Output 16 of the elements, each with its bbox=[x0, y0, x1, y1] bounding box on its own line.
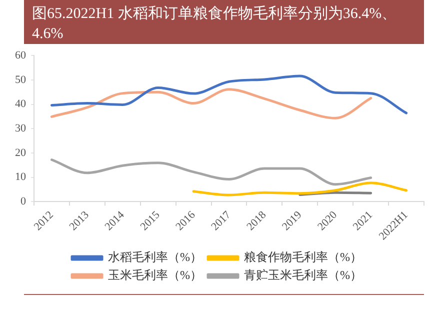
line-series bbox=[192, 182, 408, 196]
legend-label: 玉米毛利率（%） bbox=[108, 268, 202, 282]
legend-label: 粮食作物毛利率（%） bbox=[244, 250, 362, 264]
chart-title: 图65.2022H1 水稻和订单粮食作物毛利率分别为36.4%、4.6% bbox=[24, 0, 424, 44]
y-tick-label: 40 bbox=[15, 98, 26, 110]
line-series bbox=[50, 158, 372, 186]
line-series bbox=[50, 74, 408, 114]
y-tick-label: 30 bbox=[15, 122, 26, 134]
legend-label: 青贮玉米毛利率（%） bbox=[244, 268, 362, 282]
y-tick-label: 50 bbox=[15, 74, 26, 86]
y-tick-label: 20 bbox=[15, 146, 26, 159]
y-tick-label: 60 bbox=[15, 49, 26, 62]
line-series bbox=[50, 88, 372, 120]
y-tick-label: 10 bbox=[15, 171, 26, 184]
y-tick-label: 0 bbox=[20, 195, 26, 208]
legend-label: 水稻毛利率（%） bbox=[108, 250, 202, 264]
